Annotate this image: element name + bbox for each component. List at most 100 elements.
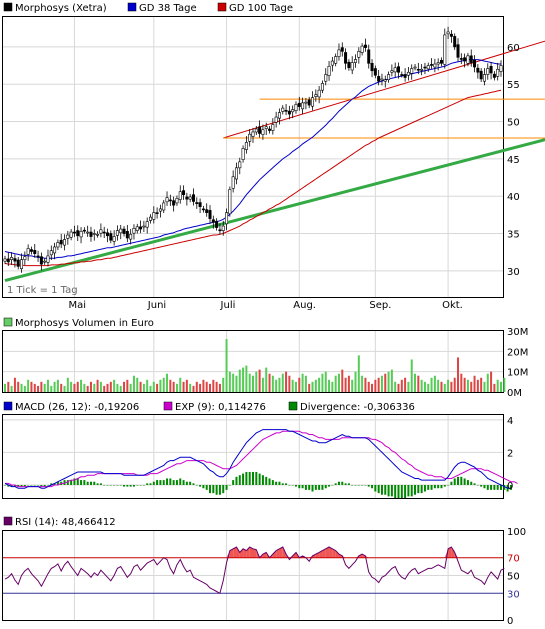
candle-body [56,242,60,248]
candle [413,64,417,71]
divergence-bar [4,484,6,486]
volume-bar [30,381,33,392]
candle [466,52,470,67]
legend-label-gd38: GD 38 Tage [139,3,197,14]
price-panel-frame [2,16,504,298]
volume-bar [291,379,294,392]
volume-y-tick-label-2: 20M [507,347,528,358]
candle [456,38,460,62]
volume-bar [33,383,36,392]
volume-bar [228,371,231,392]
candle-body [443,34,447,65]
candle [218,223,222,235]
volume-bar [443,383,446,392]
candle-body [387,74,391,81]
candle-body [363,44,367,48]
volume-bar [189,383,192,392]
candle-body [218,229,222,232]
divergence-bar [361,484,364,486]
candle-body [311,97,315,107]
candle-body [132,228,136,234]
divergence-bar [420,484,423,494]
candle-body [380,78,384,81]
volume-bar [109,381,112,392]
volume-bar [113,379,116,392]
candle-body [426,65,430,70]
candle [350,56,354,75]
candle-body [29,249,33,252]
divergence-bar [466,480,469,485]
divergence-bar [258,473,261,485]
candle-body [142,225,146,228]
candle [20,253,24,273]
divergence-bar [301,484,304,489]
candle-body [92,233,96,235]
candle-body [59,239,63,245]
volume-bar [245,365,248,392]
candle [228,186,232,217]
volume-bar [56,379,59,392]
candle [79,227,83,244]
candle [430,58,434,69]
candle-body [446,31,450,35]
candle-body [139,226,143,230]
candle [370,59,374,78]
divergence-bar [106,484,109,486]
volume-bar [106,383,109,392]
divergence-bar [13,484,16,487]
candle-body [145,221,149,228]
volume-y-tick-label-3: 30M [507,327,528,338]
candle [268,126,272,134]
candle-body [99,229,103,234]
divergence-bar [212,484,215,494]
rsi-overbought-segment [315,552,320,558]
rsi-overbought-segment [335,550,339,558]
candle-body [185,196,189,200]
volume-bar [281,373,284,392]
legend-swatch-divergence [288,401,298,411]
divergence-bar [387,484,390,497]
price-y-tick-label-4: 50 [507,118,520,129]
candle [178,185,182,204]
volume-bar [351,379,354,392]
candle-body [234,167,238,180]
divergence-bar [447,484,450,486]
volume-bar [437,379,440,392]
legend-swatch-gd100 [217,2,227,12]
candle-body [6,258,10,263]
candle [195,197,199,209]
volume-bar [37,385,40,392]
candle [344,48,348,70]
volume-bar [457,357,460,392]
divergence-bar [314,484,317,490]
candle [499,60,503,77]
legend-swatch-rsi [3,516,13,526]
divergence-bar [53,483,56,485]
volume-bar [139,381,142,392]
divergence-bar [397,484,400,498]
price-y-tick-label-0: 30 [507,267,520,278]
candle [410,64,414,80]
candle-body [79,230,83,238]
volume-bar [361,375,364,392]
candle [10,252,14,265]
volume-bar [288,375,291,392]
candle [182,185,186,200]
divergence-bar [261,475,264,485]
divergence-bar [470,481,473,485]
candle-body [215,220,219,228]
divergence-bar [27,484,30,486]
divergence-bar [182,480,185,485]
divergence-bar [486,484,489,490]
candle-body [148,216,152,221]
divergence-bar [162,480,165,485]
candle-body [393,67,397,73]
candle [373,65,377,79]
legend-label-volume: Morphosys Volumen in Euro [15,318,154,329]
candle [231,170,235,193]
volume-bar [334,375,337,392]
candle-body [330,60,334,66]
divergence-bar [268,478,271,485]
candle [264,122,268,135]
volume-bar [377,377,380,392]
